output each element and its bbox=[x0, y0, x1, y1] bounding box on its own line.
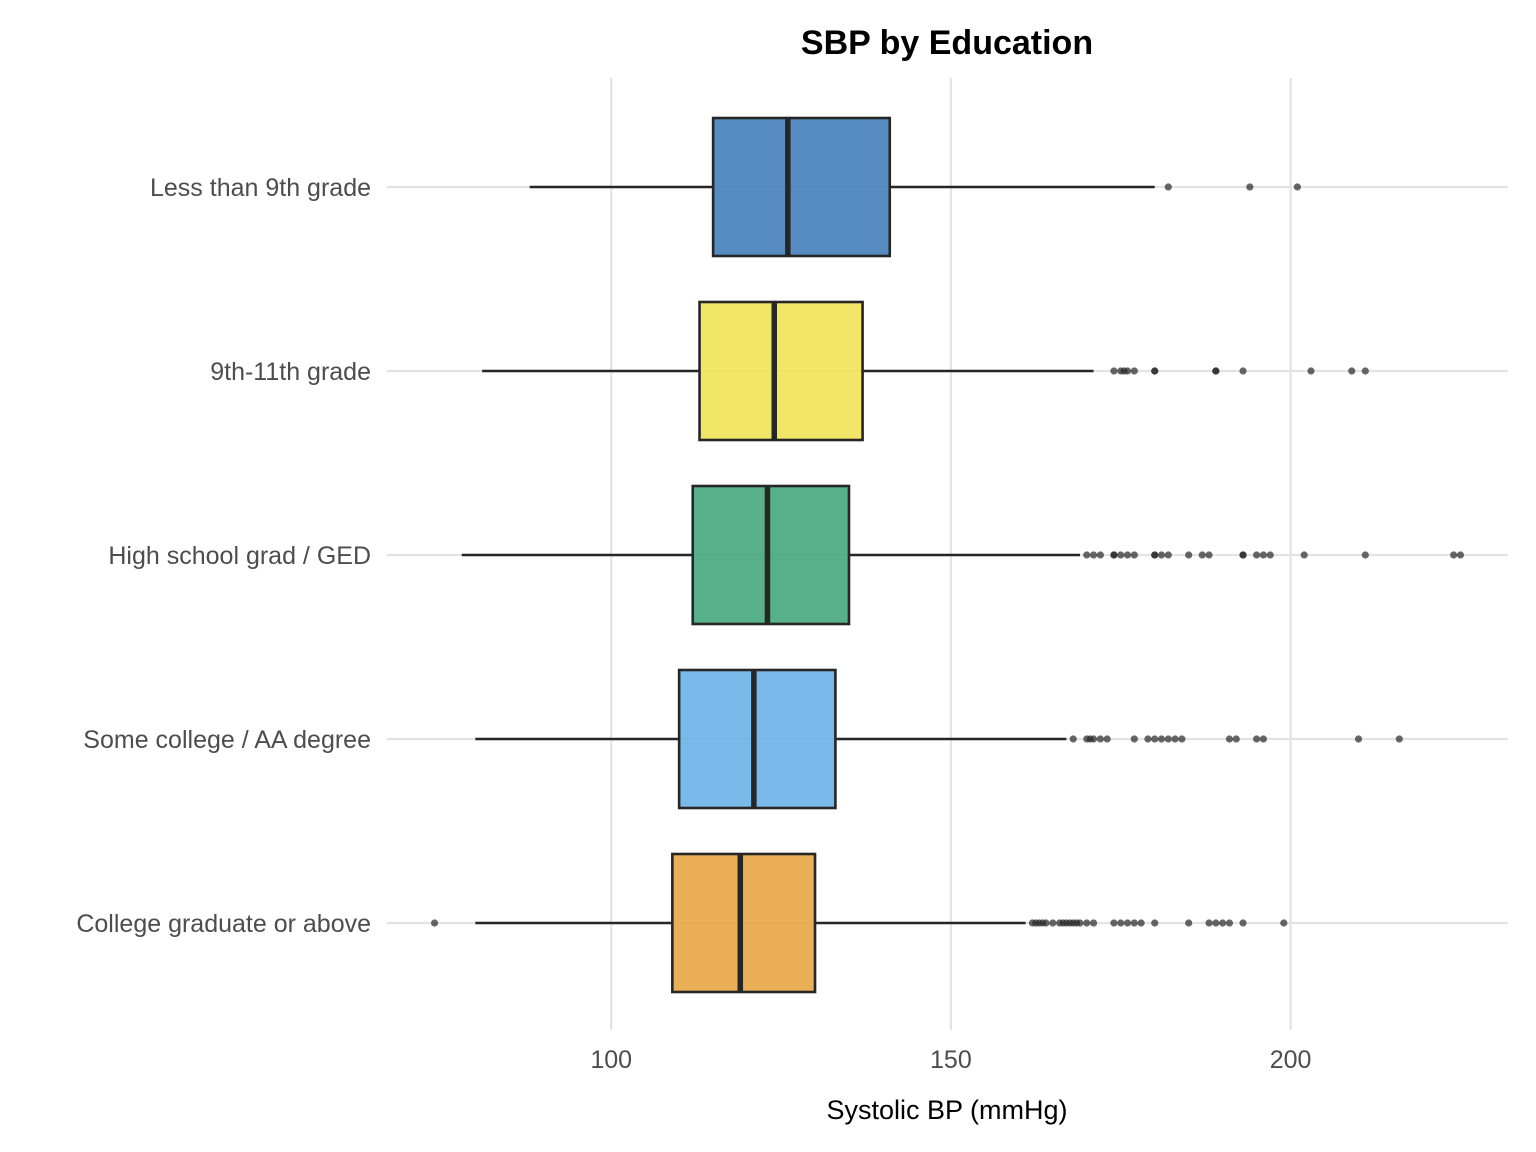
box-group bbox=[529, 116, 1301, 258]
outlier-point bbox=[1110, 919, 1118, 927]
box-group bbox=[461, 484, 1465, 626]
outlier-point bbox=[1164, 183, 1172, 191]
outlier-point bbox=[1266, 551, 1274, 559]
outlier-point bbox=[1205, 551, 1213, 559]
outlier-point bbox=[1137, 919, 1145, 927]
outlier-point bbox=[1239, 367, 1247, 375]
outlier-point bbox=[1185, 551, 1193, 559]
outlier-point bbox=[1212, 919, 1220, 927]
box-group bbox=[430, 852, 1288, 994]
outlier-point bbox=[1348, 367, 1356, 375]
y-category-label: Less than 9th grade bbox=[150, 174, 371, 202]
x-tick-label: 200 bbox=[1270, 1046, 1312, 1074]
outlier-point bbox=[1130, 551, 1138, 559]
outlier-point bbox=[1083, 551, 1091, 559]
outlier-point bbox=[1151, 919, 1159, 927]
outlier-point bbox=[1205, 919, 1213, 927]
outlier-point bbox=[1259, 735, 1268, 743]
outlier-point bbox=[1069, 735, 1077, 743]
outlier-point bbox=[1259, 551, 1268, 559]
outlier-point bbox=[1130, 919, 1138, 927]
outlier-point bbox=[1151, 735, 1159, 743]
outlier-point bbox=[1083, 919, 1091, 927]
box-iqr bbox=[671, 852, 817, 994]
outlier-point bbox=[1164, 735, 1172, 743]
box-iqr bbox=[698, 300, 864, 442]
outlier-point bbox=[430, 919, 439, 927]
outlier-point bbox=[1225, 919, 1234, 927]
outlier-point bbox=[1280, 919, 1288, 927]
outlier-point bbox=[1300, 551, 1308, 559]
outlier-point bbox=[1395, 735, 1403, 743]
outlier-point bbox=[1144, 735, 1152, 743]
outlier-point bbox=[1253, 551, 1261, 559]
outlier-point bbox=[1212, 367, 1220, 375]
outlier-point bbox=[1293, 183, 1301, 191]
outlier-point bbox=[1049, 919, 1057, 927]
outlier-point bbox=[1130, 367, 1138, 375]
outlier-point bbox=[1103, 735, 1111, 743]
outlier-point bbox=[1123, 367, 1132, 375]
outlier-point bbox=[1239, 551, 1247, 559]
outlier-point bbox=[1110, 551, 1118, 559]
y-category-label: 9th-11th grade bbox=[210, 358, 371, 386]
outlier-point bbox=[1096, 735, 1104, 743]
x-tick-label: 100 bbox=[590, 1046, 632, 1074]
outlier-point bbox=[1089, 551, 1098, 559]
outlier-point bbox=[1117, 551, 1125, 559]
outlier-point bbox=[1089, 919, 1098, 927]
outlier-point bbox=[1185, 919, 1193, 927]
outlier-point bbox=[1096, 551, 1104, 559]
outlier-point bbox=[1123, 919, 1132, 927]
outlier-point bbox=[1178, 735, 1186, 743]
outlier-point bbox=[1123, 551, 1132, 559]
outlier-point bbox=[1361, 551, 1369, 559]
outlier-point bbox=[1110, 367, 1118, 375]
outlier-point bbox=[1354, 735, 1363, 743]
outlier-point bbox=[1171, 735, 1179, 743]
box-iqr bbox=[677, 668, 837, 810]
x-tick-label: 150 bbox=[930, 1046, 972, 1074]
outlier-point bbox=[1219, 919, 1227, 927]
y-category-label: Some college / AA degree bbox=[83, 726, 371, 754]
x-axis-label: Systolic BP (mmHg) bbox=[826, 1095, 1067, 1125]
box-group bbox=[482, 300, 1369, 442]
outlier-point bbox=[1151, 551, 1159, 559]
outlier-point bbox=[1232, 735, 1240, 743]
outlier-point bbox=[1164, 551, 1172, 559]
outlier-point bbox=[1130, 735, 1138, 743]
outlier-point bbox=[1076, 919, 1084, 927]
outlier-point bbox=[1157, 735, 1166, 743]
outlier-point bbox=[1198, 551, 1206, 559]
outlier-point bbox=[1246, 183, 1254, 191]
outlier-point bbox=[1456, 551, 1465, 559]
labels: 100 150 200 Less than 9th grade 9th-11th gra… bbox=[76, 174, 1311, 1074]
y-category-label: College graduate or above bbox=[76, 910, 371, 938]
outlier-point bbox=[1151, 367, 1159, 375]
outlier-point bbox=[1307, 367, 1315, 375]
outlier-point bbox=[1089, 735, 1098, 743]
y-category-label: High school grad / GED bbox=[108, 542, 371, 570]
outlier-point bbox=[1253, 735, 1261, 743]
outlier-point bbox=[1117, 919, 1125, 927]
boxes bbox=[430, 116, 1465, 994]
outlier-point bbox=[1225, 735, 1234, 743]
outlier-point bbox=[1239, 919, 1247, 927]
outlier-point bbox=[1450, 551, 1458, 559]
outlier-point bbox=[1157, 551, 1166, 559]
box-iqr bbox=[711, 116, 892, 258]
outlier-point bbox=[1042, 919, 1050, 927]
chart-title: SBP by Education bbox=[801, 24, 1093, 62]
outlier-point bbox=[1361, 367, 1369, 375]
box-iqr bbox=[691, 484, 851, 626]
box-group bbox=[475, 668, 1403, 810]
